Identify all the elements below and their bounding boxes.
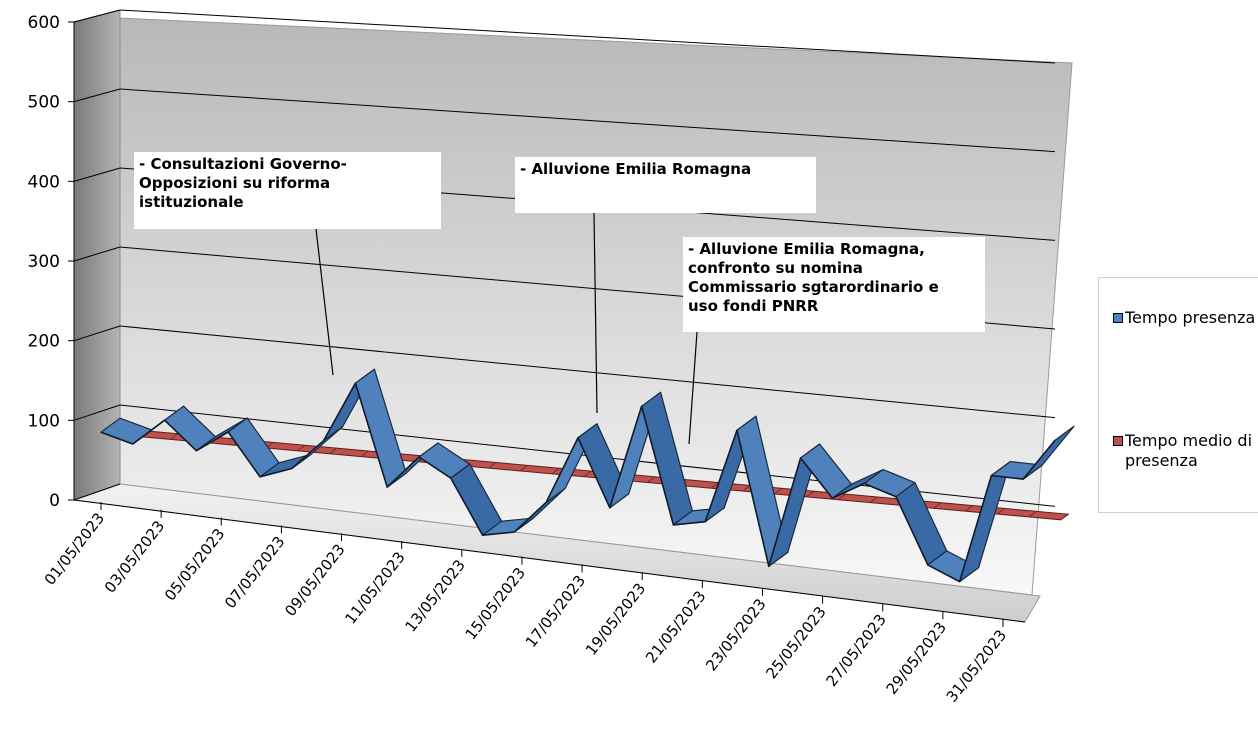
- gridline-side: [73, 325, 121, 342]
- leader-line: [688, 331, 698, 445]
- presenza-edge: [100, 382, 1056, 583]
- average-point: [360, 450, 369, 458]
- gridline-side: [73, 88, 121, 103]
- x-tick-label: 13/05/2023: [402, 556, 469, 635]
- annotation-leaders: [315, 212, 698, 445]
- x-tick-label: 25/05/2023: [762, 603, 829, 682]
- annotation-consultazioni: - Consultazioni Governo- Opposizioni su …: [134, 152, 441, 229]
- legend-label: Tempo medio di presenza: [1125, 431, 1253, 470]
- legend-label: Tempo presenza: [1125, 308, 1256, 327]
- x-tick-label: 07/05/2023: [221, 533, 288, 612]
- x-tick-label: 01/05/2023: [41, 509, 108, 588]
- average-point: [297, 444, 306, 452]
- x-tick-label: 09/05/2023: [281, 541, 348, 620]
- x-tick-label: 21/05/2023: [642, 587, 709, 666]
- y-axis: 0 100 200 300 400 500 600: [28, 13, 75, 511]
- annotation-alluvione: - Alluvione Emilia Romagna: [515, 157, 816, 213]
- x-axis-line: [73, 499, 1026, 623]
- average-point: [710, 482, 719, 489]
- leader-line: [593, 212, 598, 414]
- average-point: [519, 464, 528, 472]
- series-tempo-presenza: [100, 368, 1075, 583]
- average-point: [774, 487, 783, 495]
- x-tick-label: 19/05/2023: [582, 580, 649, 659]
- y-tick-label: 0: [49, 491, 60, 511]
- gridline-side: [73, 404, 121, 421]
- gridline: [119, 88, 1056, 153]
- y-tick-label: 500: [28, 93, 60, 113]
- x-tick-label: 23/05/2023: [702, 595, 769, 674]
- gridline-side: [73, 167, 121, 182]
- x-tick-label: 15/05/2023: [462, 564, 529, 643]
- average-point: [933, 502, 942, 509]
- legend-swatch-red: [1113, 436, 1123, 446]
- gridline-side: [73, 483, 121, 501]
- x-tick-label: 11/05/2023: [341, 548, 408, 627]
- average-point: [742, 485, 751, 492]
- y-tick-label: 200: [28, 332, 60, 352]
- y-tick-label: 100: [28, 411, 60, 431]
- gridline: [119, 325, 1056, 419]
- average-point: [329, 447, 338, 455]
- annotation-alluvione-pnrr: - Alluvione Emilia Romagna, confronto su…: [683, 237, 985, 332]
- legend-swatch-blue: [1113, 313, 1123, 323]
- gridline-side: [73, 246, 121, 262]
- average-point: [806, 490, 815, 498]
- average-point: [170, 433, 179, 440]
- average-point: [869, 496, 878, 503]
- x-tick-label: 17/05/2023: [522, 572, 589, 651]
- y-tick-label: 300: [28, 252, 60, 272]
- x-tick-label: 29/05/2023: [883, 619, 950, 698]
- average-point: [1060, 513, 1069, 521]
- gridline: [119, 9, 1056, 64]
- y-tick-label: 400: [28, 172, 60, 192]
- average-point: [965, 505, 974, 512]
- leader-line: [315, 228, 334, 376]
- y-tick-label: 600: [28, 13, 60, 33]
- average-point: [1028, 510, 1037, 518]
- x-tick-label: 03/05/2023: [101, 517, 168, 596]
- gridline-side: [73, 9, 121, 23]
- average-point: [996, 508, 1005, 515]
- x-tick-label: 27/05/2023: [822, 611, 889, 690]
- average-point: [647, 476, 656, 483]
- average-point: [551, 467, 560, 475]
- legend: Tempo presenza Tempo medio di presenza: [1098, 277, 1258, 513]
- x-tick-label: 31/05/2023: [943, 626, 1010, 705]
- average-point: [488, 462, 497, 469]
- x-tick-label: 05/05/2023: [161, 525, 228, 604]
- average-point: [583, 470, 592, 478]
- average-point: [837, 493, 846, 501]
